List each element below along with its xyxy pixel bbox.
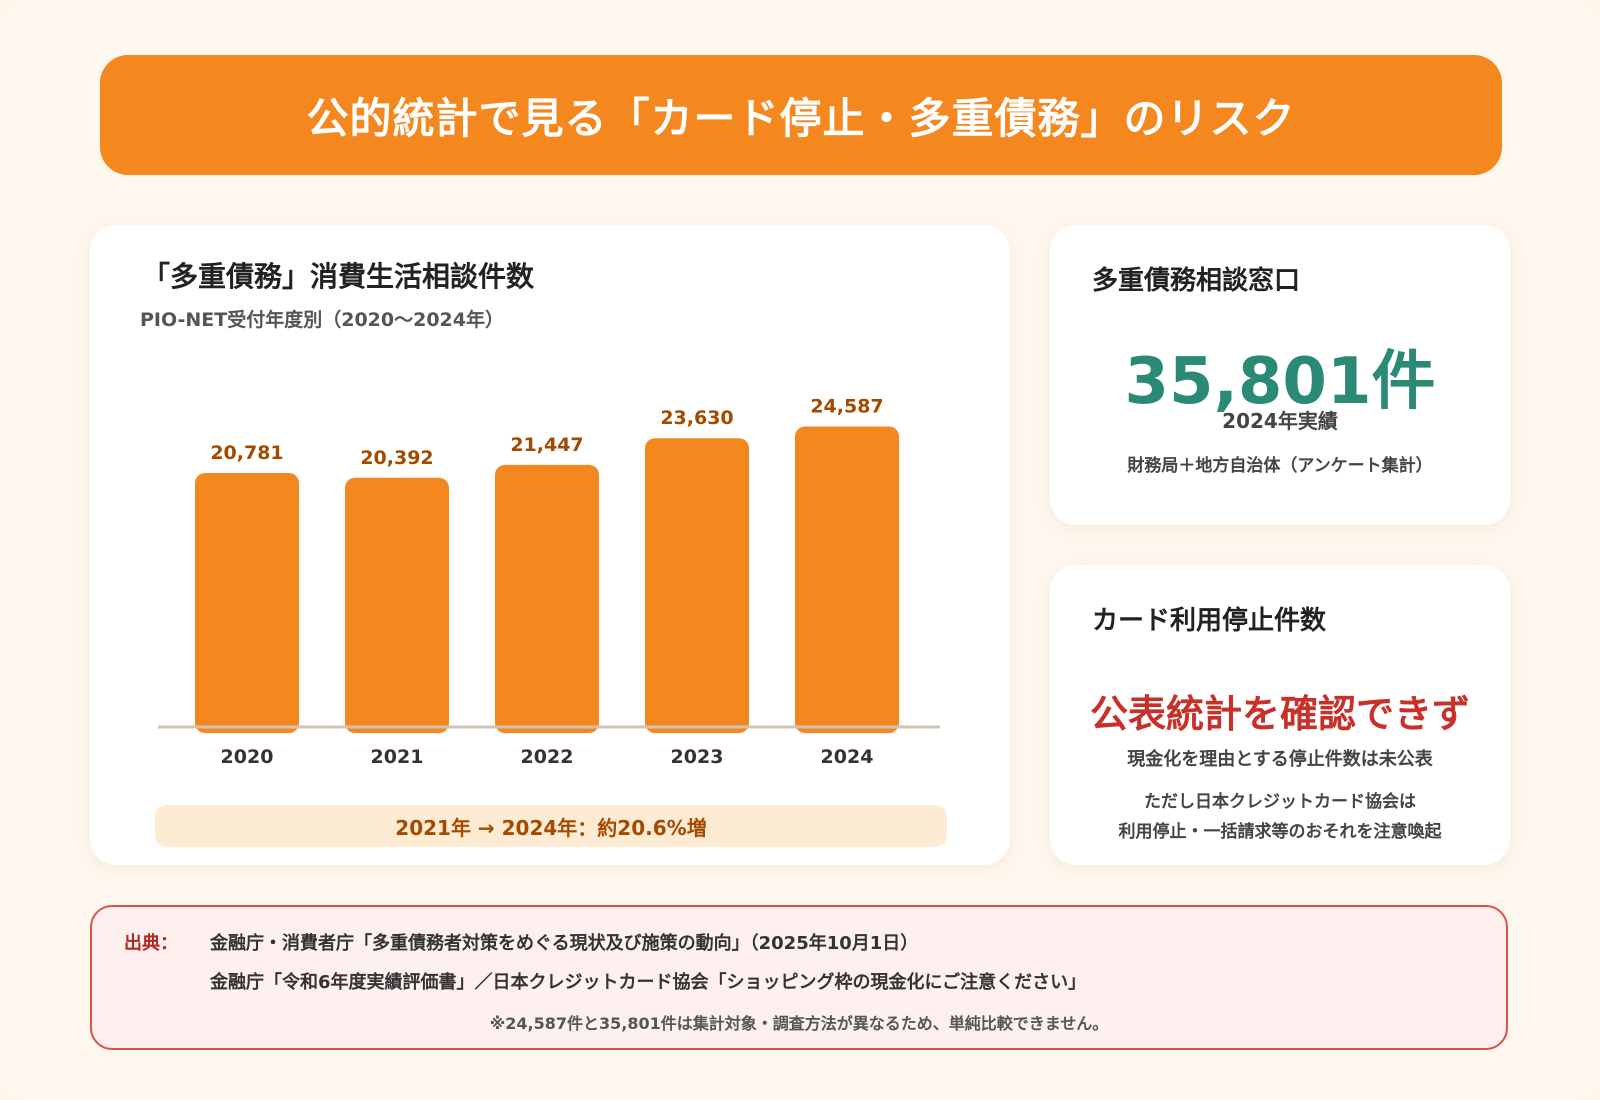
stop-card-line-2: ただし日本クレジットカード協会は (1144, 792, 1416, 812)
value-label-2024: 24,587 (810, 395, 883, 417)
bar-2020 (195, 473, 299, 733)
value-label-2022: 21,447 (510, 434, 583, 456)
stop-card-line-3: 利用停止・一括請求等のおそれを注意喚起 (1118, 822, 1442, 842)
source-line-2: 金融庁「令和6年度実績評価書」／日本クレジットカード協会「ショッピング枠の現金化… (210, 972, 1087, 993)
growth-note: 2021年 → 2024年：約20.6%増 (155, 805, 947, 847)
bar-2022 (495, 464, 599, 733)
card-stop-card: カード利用停止件数 公表統計を確認できず 現金化を理由とする停止件数は未公表 た… (1050, 565, 1510, 865)
consultation-count: 35,801件 (1124, 345, 1436, 419)
value-label-2020: 20,781 (210, 442, 283, 464)
chart-title: 「多重債務」消費生活相談件数 (142, 260, 535, 293)
page-title: 公的統計で見る「カード停止・多重債務」のリスク (306, 93, 1296, 143)
title-banner: 公的統計で見る「カード停止・多重債務」のリスク (100, 55, 1502, 175)
bar-chart: 20,781 2020 20,392 2021 21,447 2022 23,630 2023… (158, 395, 940, 768)
x-tick-2023: 2023 (671, 746, 724, 768)
source-line-1: 金融庁・消費者庁「多重債務者対策をめぐる現状及び施策の動向」（2025年10月1… (210, 933, 919, 954)
stat-source-note: 財務局＋地方自治体（アンケート集計） (1127, 456, 1433, 476)
chart-card: 「多重債務」消費生活相談件数 PIO-NET受付年度別（2020〜2024年） … (90, 225, 1010, 865)
bar-2023 (645, 438, 749, 733)
value-label-2023: 23,630 (660, 407, 733, 429)
stop-card-line-1: 現金化を理由とする停止件数は未公表 (1127, 749, 1433, 770)
x-tick-2021: 2021 (371, 746, 424, 768)
stat-year-note: 2024年実績 (1222, 409, 1338, 433)
sources-box: 出典： 金融庁・消費者庁「多重債務者対策をめぐる現状及び施策の動向」（2025年… (90, 905, 1508, 1050)
sources-label: 出典： (124, 933, 178, 954)
x-tick-2020: 2020 (221, 746, 274, 768)
bar-2024 (795, 426, 899, 733)
stop-card-headline: 公表統計を確認できず (1089, 692, 1470, 736)
x-tick-2024: 2024 (821, 746, 874, 768)
stat-card-heading: 多重債務相談窓口 (1092, 266, 1301, 296)
stop-card-heading: カード利用停止件数 (1092, 606, 1327, 636)
chart-subtitle: PIO-NET受付年度別（2020〜2024年） (140, 309, 504, 331)
comparison-note: ※24,587件と35,801件は集計対象・調査方法が異なるため、単純比較できま… (489, 1014, 1109, 1033)
value-label-2021: 20,392 (360, 447, 433, 469)
bar-2021 (345, 477, 449, 733)
consultation-stat-card: 多重債務相談窓口 35,801件 2024年実績 財務局＋地方自治体（アンケート… (1050, 225, 1510, 525)
x-tick-2022: 2022 (521, 746, 574, 768)
